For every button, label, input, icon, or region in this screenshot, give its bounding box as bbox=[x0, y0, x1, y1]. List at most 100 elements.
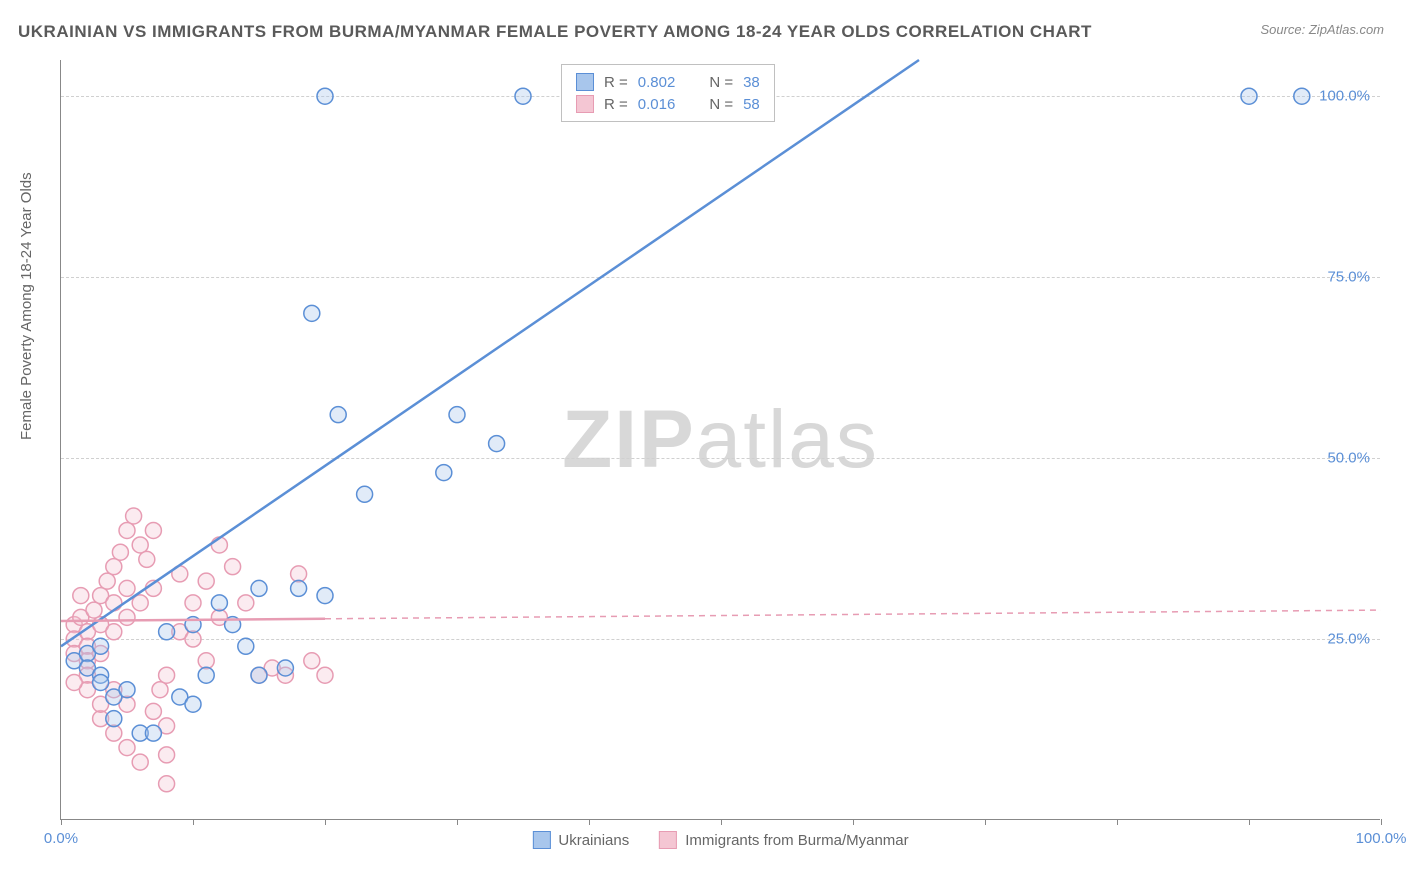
legend-swatch bbox=[659, 831, 677, 849]
data-point bbox=[1241, 88, 1257, 104]
data-point bbox=[106, 559, 122, 575]
data-point bbox=[357, 486, 373, 502]
data-point bbox=[139, 551, 155, 567]
legend-item: Immigrants from Burma/Myanmar bbox=[659, 831, 908, 849]
data-point bbox=[317, 88, 333, 104]
legend-swatch bbox=[576, 73, 594, 91]
x-tick bbox=[61, 819, 62, 825]
plot-area: ZIPatlas R =0.802N =38R =0.016N =58 Ukra… bbox=[60, 60, 1380, 820]
y-tick-label: 50.0% bbox=[1327, 450, 1370, 467]
data-point bbox=[225, 559, 241, 575]
y-tick-label: 75.0% bbox=[1327, 269, 1370, 286]
data-point bbox=[119, 609, 135, 625]
data-point bbox=[515, 88, 531, 104]
data-point bbox=[238, 638, 254, 654]
legend-label: Ukrainians bbox=[558, 832, 629, 849]
stats-r-label: R = bbox=[604, 96, 628, 113]
stats-r-value: 0.016 bbox=[638, 96, 676, 113]
data-point bbox=[106, 725, 122, 741]
x-tick-label: 100.0% bbox=[1356, 830, 1406, 847]
data-point bbox=[73, 588, 89, 604]
x-tick-label: 0.0% bbox=[44, 830, 78, 847]
data-point bbox=[251, 667, 267, 683]
data-point bbox=[145, 703, 161, 719]
data-point bbox=[119, 522, 135, 538]
regression-line bbox=[61, 60, 919, 646]
x-tick bbox=[589, 819, 590, 825]
stats-r-value: 0.802 bbox=[638, 74, 676, 91]
stats-legend-box: R = 0.802 N = 38 R = 0.016 N = 58 bbox=[561, 64, 775, 122]
data-point bbox=[317, 667, 333, 683]
data-point bbox=[106, 595, 122, 611]
x-tick bbox=[853, 819, 854, 825]
data-point bbox=[93, 638, 109, 654]
stats-row: R = 0.016 N = 58 bbox=[576, 93, 760, 115]
legend-item: Ukrainians bbox=[532, 831, 629, 849]
legend-swatch bbox=[532, 831, 550, 849]
data-point bbox=[145, 522, 161, 538]
data-point bbox=[145, 725, 161, 741]
source-credit: Source: ZipAtlas.com bbox=[1260, 22, 1384, 37]
x-tick bbox=[1249, 819, 1250, 825]
data-point bbox=[436, 465, 452, 481]
data-point bbox=[119, 580, 135, 596]
y-tick-label: 25.0% bbox=[1327, 631, 1370, 648]
stats-n-label: N = bbox=[709, 96, 733, 113]
data-point bbox=[99, 573, 115, 589]
x-tick bbox=[1381, 819, 1382, 825]
data-point bbox=[185, 696, 201, 712]
data-point bbox=[132, 537, 148, 553]
data-point bbox=[198, 653, 214, 669]
legend-swatch bbox=[576, 95, 594, 113]
x-tick bbox=[193, 819, 194, 825]
y-tick-label: 100.0% bbox=[1319, 88, 1370, 105]
data-point bbox=[185, 631, 201, 647]
stats-r-label: R = bbox=[604, 74, 628, 91]
x-tick bbox=[721, 819, 722, 825]
data-point bbox=[106, 624, 122, 640]
data-point bbox=[132, 754, 148, 770]
x-tick bbox=[985, 819, 986, 825]
bottom-legend: Ukrainians Immigrants from Burma/Myanmar bbox=[532, 831, 908, 849]
chart-title: UKRAINIAN VS IMMIGRANTS FROM BURMA/MYANM… bbox=[18, 22, 1092, 42]
data-point bbox=[489, 436, 505, 452]
data-point bbox=[159, 624, 175, 640]
data-point bbox=[449, 407, 465, 423]
data-point bbox=[152, 682, 168, 698]
data-point bbox=[159, 667, 175, 683]
data-point bbox=[304, 653, 320, 669]
data-point bbox=[291, 566, 307, 582]
stats-row: R = 0.802 N = 38 bbox=[576, 71, 760, 93]
data-point bbox=[106, 711, 122, 727]
data-point bbox=[317, 588, 333, 604]
data-point bbox=[159, 747, 175, 763]
data-point bbox=[119, 682, 135, 698]
data-point bbox=[198, 667, 214, 683]
data-point bbox=[159, 776, 175, 792]
data-point bbox=[251, 580, 267, 596]
stats-n-value: 58 bbox=[743, 96, 760, 113]
data-point bbox=[291, 580, 307, 596]
data-point bbox=[112, 544, 128, 560]
data-point bbox=[86, 602, 102, 618]
data-point bbox=[126, 508, 142, 524]
data-point bbox=[304, 305, 320, 321]
stats-n-value: 38 bbox=[743, 74, 760, 91]
stats-n-label: N = bbox=[709, 74, 733, 91]
x-tick bbox=[325, 819, 326, 825]
data-point bbox=[277, 660, 293, 676]
data-point bbox=[211, 595, 227, 611]
data-point bbox=[66, 674, 82, 690]
x-tick bbox=[1117, 819, 1118, 825]
data-point bbox=[198, 573, 214, 589]
data-point bbox=[238, 595, 254, 611]
x-tick bbox=[457, 819, 458, 825]
data-point bbox=[119, 740, 135, 756]
data-point bbox=[93, 674, 109, 690]
legend-label: Immigrants from Burma/Myanmar bbox=[685, 832, 908, 849]
y-axis-label: Female Poverty Among 18-24 Year Olds bbox=[18, 172, 35, 440]
plot-svg bbox=[61, 60, 1380, 819]
data-point bbox=[330, 407, 346, 423]
data-point bbox=[1294, 88, 1310, 104]
regression-line-dashed bbox=[325, 610, 1381, 619]
